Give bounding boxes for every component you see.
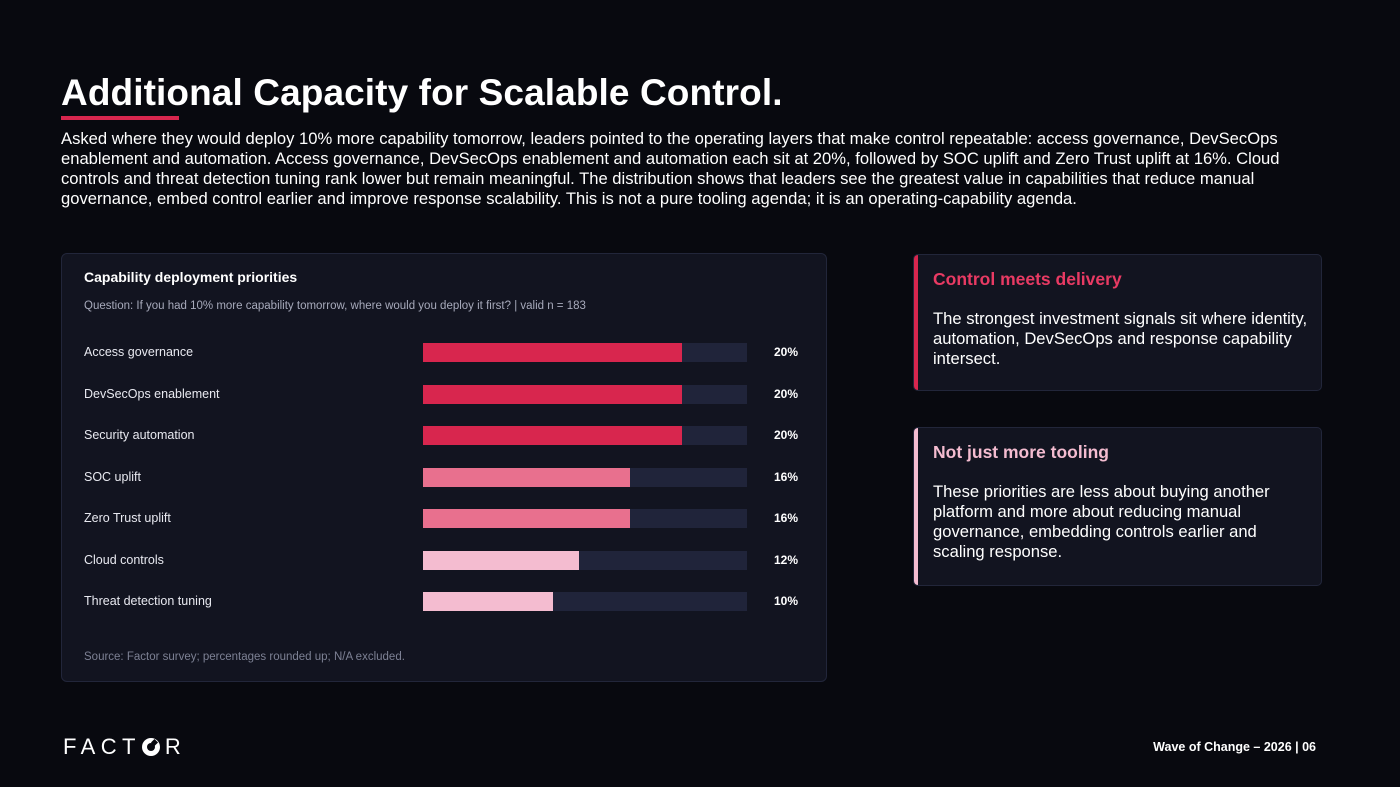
bar-value-label: 20% [774,428,799,442]
bar-track [423,592,747,611]
bar-row: Cloud controls 12% [62,550,828,571]
title-underline [61,116,179,120]
bar-label: SOC uplift [84,469,141,484]
bar-track [423,426,747,445]
bar-label: Access governance [84,345,194,359]
chart-title: Capability deployment priorities [84,269,298,285]
bar-track [423,509,747,528]
bar-value-label: 12% [774,552,799,567]
bar-row: SOC uplift 16% [62,467,828,488]
bar-label: Zero Trust uplift [84,511,171,525]
bar [423,550,579,570]
card-body: The strongest investment signals sit whe… [933,309,1308,368]
card-accent [914,428,918,585]
bar [423,467,631,487]
bar-value-label: 20% [774,345,799,359]
bar-row: Security automation 20% [62,426,828,446]
bar-value-label: 16% [774,469,799,484]
page-title: Additional Capacity for Scalable Control… [61,72,783,113]
bar-label: Security automation [84,428,195,442]
card-body: These priorities are less about buying a… [933,482,1270,561]
logo-mark-icon [141,738,160,756]
card-title: Not just more tooling [933,442,1109,462]
chart-subtitle: Question: If you had 10% more capability… [84,300,586,312]
bar-track [423,343,747,362]
bar-label: Threat detection tuning [84,594,212,608]
bar [423,509,631,528]
bar [423,384,683,404]
bar [423,592,553,611]
bar-value-label: 10% [774,594,799,608]
bar [423,343,683,362]
insight-card-control: Control meets delivery The strongest inv… [913,254,1322,391]
bar-track [423,467,747,487]
bar-track [423,550,747,570]
footer-page-info: Wave of Change – 2026 | 06 [1153,740,1316,754]
bar-value-label: 16% [774,511,799,525]
chart-source: Source: Factor survey; percentages round… [84,651,405,663]
intro-paragraph: Asked where they would deploy 10% more c… [61,129,1280,208]
logo-text-start: FACT [63,734,141,759]
bar [423,426,683,445]
bar-track [423,384,747,404]
bar-row: Zero Trust uplift 16% [62,509,828,529]
chart-panel: Capability deployment priorities Questio… [61,253,827,682]
card-title: Control meets delivery [933,269,1122,289]
card-accent [914,255,918,390]
bar-row: DevSecOps enablement 20% [62,384,828,405]
logo-text-end: R [164,734,187,759]
bar-label: DevSecOps enablement [84,386,220,401]
bar-row: Threat detection tuning 10% [62,592,828,612]
insight-card-tooling: Not just more tooling These priorities a… [913,427,1322,586]
factor-logo: FACT R [63,734,186,760]
bar-row: Access governance 20% [62,343,828,363]
bar-label: Cloud controls [84,552,164,567]
bar-value-label: 20% [774,386,799,401]
